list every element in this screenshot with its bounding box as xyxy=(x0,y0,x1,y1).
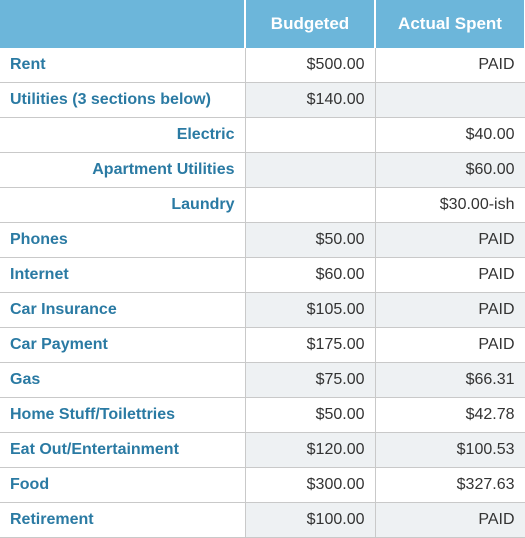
category-cell: Retirement xyxy=(0,503,245,538)
actual-cell: PAID xyxy=(375,293,525,328)
category-cell: Car Insurance xyxy=(0,293,245,328)
header-actual: Actual Spent xyxy=(375,0,525,48)
table-row: Gas$75.00$66.31 xyxy=(0,363,525,398)
category-cell: Utilities (3 sections below) xyxy=(0,83,245,118)
table-row: Car Insurance$105.00PAID xyxy=(0,293,525,328)
table-row: Laundry $30.00-ish xyxy=(0,188,525,223)
table-row: Rent$500.00PAID xyxy=(0,48,525,83)
budgeted-cell: $175.00 xyxy=(245,328,375,363)
budget-table-body: Rent$500.00PAIDUtilities (3 sections bel… xyxy=(0,48,525,538)
header-budgeted: Budgeted xyxy=(245,0,375,48)
actual-cell: $42.78 xyxy=(375,398,525,433)
category-cell: Food xyxy=(0,468,245,503)
header-row: Budgeted Actual Spent xyxy=(0,0,525,48)
category-cell: Car Payment xyxy=(0,328,245,363)
category-cell: Phones xyxy=(0,223,245,258)
category-cell: Home Stuff/Toilettries xyxy=(0,398,245,433)
table-row: Internet$60.00PAID xyxy=(0,258,525,293)
actual-cell: $327.63 xyxy=(375,468,525,503)
budgeted-cell: $60.00 xyxy=(245,258,375,293)
table-row: Electric $40.00 xyxy=(0,118,525,153)
budgeted-cell: $50.00 xyxy=(245,223,375,258)
actual-cell: $100.53 xyxy=(375,433,525,468)
budgeted-cell: $140.00 xyxy=(245,83,375,118)
actual-cell: PAID xyxy=(375,503,525,538)
actual-cell: $60.00 xyxy=(375,153,525,188)
budgeted-cell: $100.00 xyxy=(245,503,375,538)
table-row: Retirement$100.00PAID xyxy=(0,503,525,538)
table-row: Food$300.00$327.63 xyxy=(0,468,525,503)
table-row: Phones$50.00PAID xyxy=(0,223,525,258)
budgeted-cell: $105.00 xyxy=(245,293,375,328)
budgeted-cell xyxy=(245,153,375,188)
actual-cell: $66.31 xyxy=(375,363,525,398)
budgeted-cell: $50.00 xyxy=(245,398,375,433)
category-cell: Apartment Utilities xyxy=(0,153,245,188)
category-cell: Electric xyxy=(0,118,245,153)
budgeted-cell xyxy=(245,188,375,223)
category-cell: Eat Out/Entertainment xyxy=(0,433,245,468)
header-category xyxy=(0,0,245,48)
actual-cell: PAID xyxy=(375,223,525,258)
budgeted-cell: $75.00 xyxy=(245,363,375,398)
budget-table: Budgeted Actual Spent Rent$500.00PAIDUti… xyxy=(0,0,525,538)
actual-cell: PAID xyxy=(375,48,525,83)
category-cell: Gas xyxy=(0,363,245,398)
table-row: Car Payment$175.00PAID xyxy=(0,328,525,363)
category-cell: Laundry xyxy=(0,188,245,223)
budgeted-cell xyxy=(245,118,375,153)
budgeted-cell: $300.00 xyxy=(245,468,375,503)
table-row: Home Stuff/Toilettries$50.00$42.78 xyxy=(0,398,525,433)
actual-cell: $40.00 xyxy=(375,118,525,153)
budgeted-cell: $120.00 xyxy=(245,433,375,468)
table-row: Utilities (3 sections below)$140.00 xyxy=(0,83,525,118)
budgeted-cell: $500.00 xyxy=(245,48,375,83)
table-row: Apartment Utilities $60.00 xyxy=(0,153,525,188)
actual-cell: PAID xyxy=(375,258,525,293)
actual-cell xyxy=(375,83,525,118)
actual-cell: $30.00-ish xyxy=(375,188,525,223)
category-cell: Rent xyxy=(0,48,245,83)
actual-cell: PAID xyxy=(375,328,525,363)
table-row: Eat Out/Entertainment$120.00$100.53 xyxy=(0,433,525,468)
category-cell: Internet xyxy=(0,258,245,293)
